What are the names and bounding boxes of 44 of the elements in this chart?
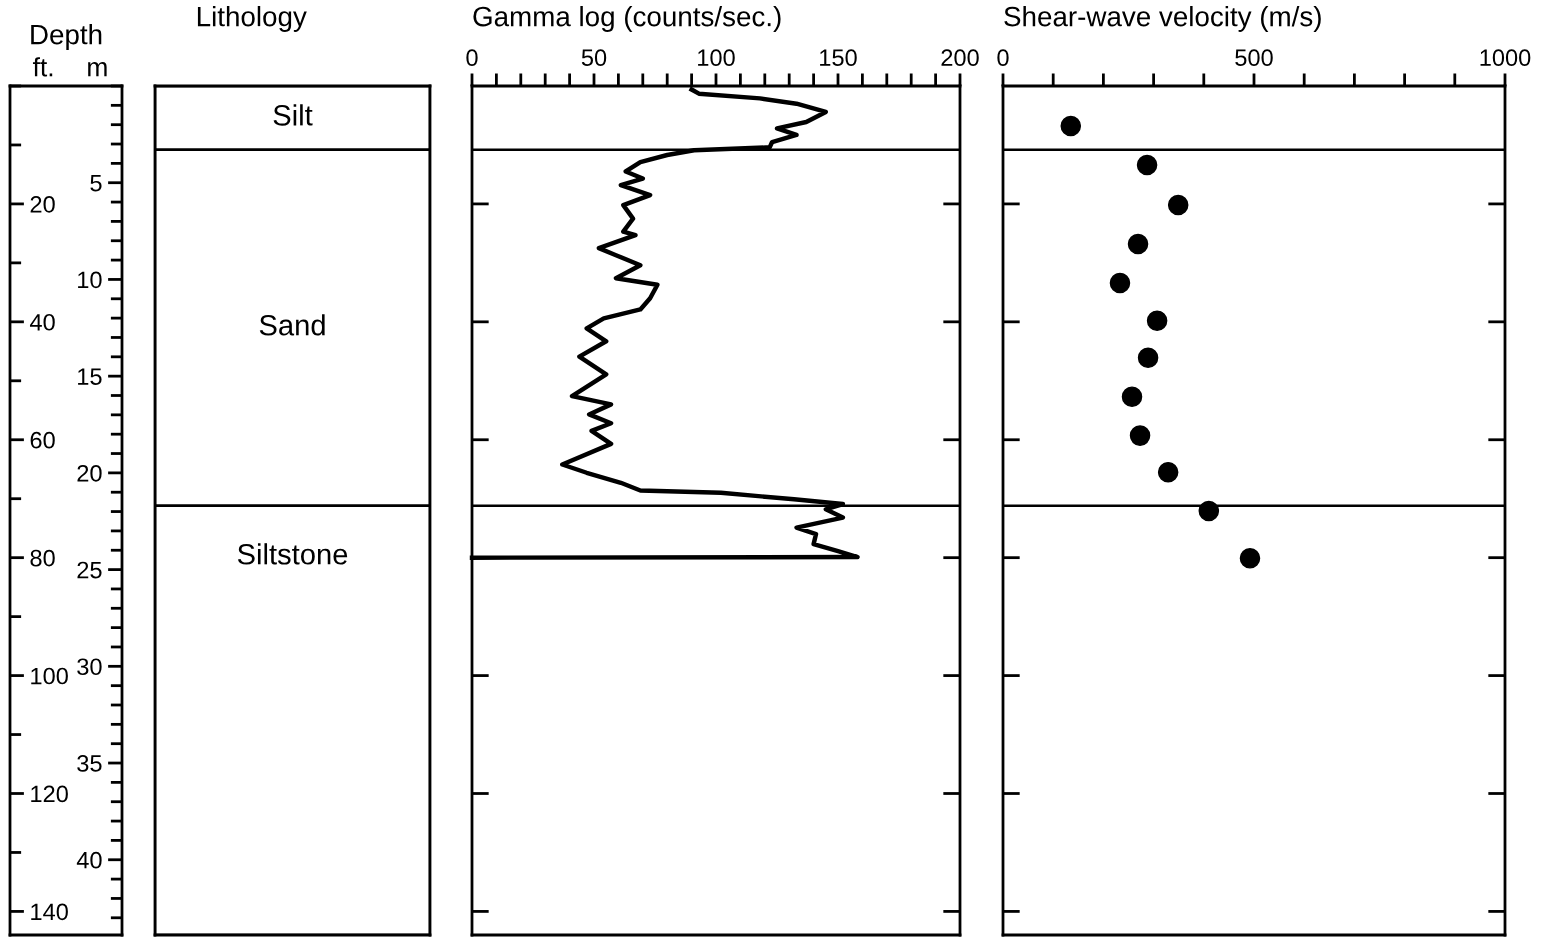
point: [1157, 461, 1179, 483]
y-tick-label: 140: [31, 903, 68, 921]
y-tick-label: 20: [30, 195, 55, 213]
y2-tick-label: 40: [76, 851, 102, 869]
point: [1136, 154, 1158, 176]
x-tick-label: 100: [698, 49, 735, 67]
point: [1129, 425, 1151, 446]
y-tick-label: 40: [29, 313, 55, 331]
y-axis-title: ft.: [32, 57, 53, 77]
x-tick-label: 1000: [1480, 49, 1531, 67]
y-tick-label: 60: [30, 431, 55, 449]
point: [1198, 500, 1220, 522]
point: [1060, 115, 1082, 137]
point: [1127, 233, 1149, 255]
point: [1239, 547, 1261, 569]
y2-tick-label: 25: [77, 561, 102, 579]
x-tick-label: 50: [581, 49, 607, 67]
y-tick-label: 80: [30, 549, 55, 567]
y-tick-label: 100: [31, 667, 68, 685]
y2-tick-label: 15: [78, 368, 102, 385]
chart-title: Lithology: [197, 6, 307, 32]
y2-tick-label: 5: [90, 175, 102, 192]
y2-tick-label: 20: [77, 464, 102, 482]
text: Depth: [31, 24, 102, 50]
y2-axis-title: m: [88, 62, 107, 77]
x-tick-label: 150: [820, 49, 857, 67]
point: [1167, 194, 1189, 216]
series-label: Sand: [259, 314, 325, 336]
x-tick-label: 0: [466, 49, 478, 67]
x-tick-label: 500: [1235, 49, 1273, 67]
chart-title: Gamma log (counts/sec.): [473, 6, 781, 32]
series-label: Siltstone: [237, 543, 348, 565]
x-tick-label: 200: [941, 49, 979, 67]
series-label: Silt: [273, 104, 313, 126]
point: [1146, 310, 1168, 331]
point: [1121, 386, 1143, 407]
chart-title: Shear-wave velocity (m/s): [1004, 6, 1321, 32]
y2-tick-label: 10: [78, 271, 102, 289]
y2-tick-label: 30: [77, 658, 102, 676]
y2-tick-label: 35: [77, 755, 102, 772]
x-tick-label: 0: [997, 49, 1009, 67]
point: [1137, 347, 1159, 369]
point: [1109, 272, 1131, 294]
y-tick-label: 120: [31, 785, 68, 803]
